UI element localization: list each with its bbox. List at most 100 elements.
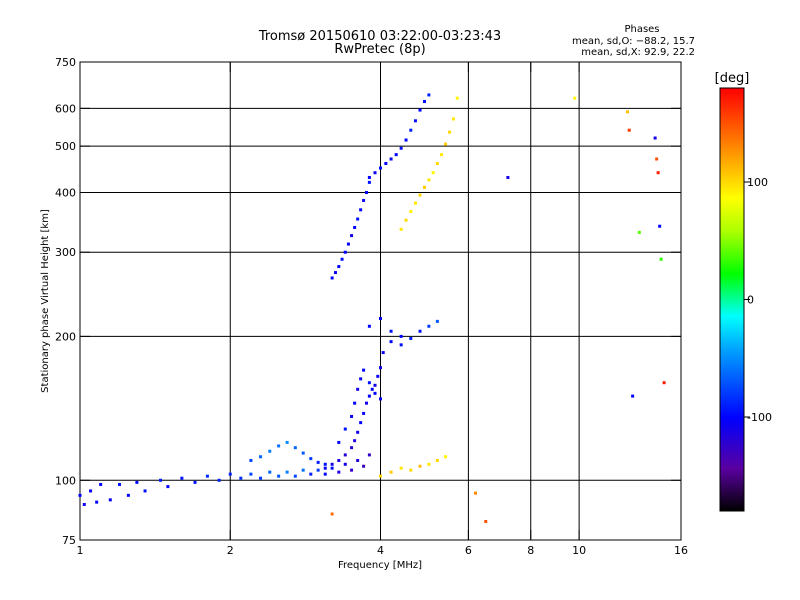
data-point bbox=[367, 394, 371, 398]
data-point bbox=[362, 368, 366, 372]
chart-subtitle: RwPretec (8p) bbox=[334, 42, 425, 57]
data-point bbox=[367, 453, 371, 457]
data-point bbox=[455, 96, 459, 100]
data-point bbox=[422, 185, 426, 189]
data-point bbox=[418, 329, 422, 333]
data-point bbox=[409, 336, 413, 340]
data-point bbox=[343, 427, 347, 431]
data-point bbox=[484, 519, 488, 523]
data-point bbox=[656, 171, 660, 175]
data-point bbox=[435, 161, 439, 165]
data-point bbox=[379, 366, 382, 370]
data-point bbox=[323, 462, 327, 466]
data-point bbox=[340, 257, 344, 261]
data-point bbox=[95, 500, 99, 504]
y-axis-label: Stationary phase Virtual Height [km] bbox=[40, 209, 51, 393]
y-tick-label: 75 bbox=[62, 534, 76, 547]
data-point bbox=[316, 468, 320, 472]
data-point bbox=[427, 324, 431, 328]
data-point bbox=[359, 377, 363, 381]
data-point bbox=[379, 316, 382, 320]
data-point bbox=[277, 444, 281, 448]
data-point bbox=[350, 468, 354, 472]
data-point bbox=[78, 493, 82, 497]
data-point bbox=[82, 502, 86, 506]
data-point bbox=[379, 397, 382, 401]
data-point bbox=[337, 458, 341, 462]
y-tick-label: 750 bbox=[55, 56, 76, 69]
grid-lines bbox=[80, 62, 681, 540]
data-point bbox=[658, 224, 662, 228]
colorbar-tick-label: 100 bbox=[747, 176, 768, 189]
data-point bbox=[362, 198, 366, 202]
data-point bbox=[367, 324, 371, 328]
data-point bbox=[228, 472, 232, 476]
data-point bbox=[389, 340, 393, 344]
data-point bbox=[259, 476, 263, 480]
data-point bbox=[409, 128, 413, 132]
data-point bbox=[384, 161, 388, 165]
data-point bbox=[126, 493, 130, 497]
data-point bbox=[379, 474, 382, 478]
data-point bbox=[356, 458, 360, 462]
data-point bbox=[404, 218, 408, 222]
data-point bbox=[381, 351, 385, 355]
data-point bbox=[373, 391, 377, 395]
data-point bbox=[404, 138, 408, 142]
x-tick-label: 2 bbox=[227, 544, 234, 557]
data-point bbox=[166, 485, 170, 489]
data-point bbox=[309, 457, 313, 461]
data-point bbox=[337, 470, 341, 474]
data-point bbox=[285, 440, 289, 444]
data-point bbox=[367, 381, 371, 385]
data-point bbox=[444, 455, 448, 459]
data-point bbox=[413, 201, 417, 205]
data-point bbox=[356, 430, 360, 434]
data-point bbox=[316, 460, 320, 464]
data-point bbox=[346, 242, 350, 246]
data-point bbox=[389, 470, 393, 474]
data-point bbox=[205, 474, 209, 478]
data-point bbox=[373, 171, 377, 175]
axis-ticks bbox=[79, 61, 682, 541]
data-point bbox=[427, 93, 431, 97]
data-point bbox=[362, 464, 366, 468]
data-point bbox=[293, 474, 297, 478]
data-point bbox=[356, 217, 360, 221]
data-point bbox=[394, 153, 398, 157]
colorbar-ticks: 100 0 -100 bbox=[744, 176, 772, 424]
data-point bbox=[631, 394, 635, 398]
data-point bbox=[301, 468, 305, 472]
data-point bbox=[108, 498, 112, 502]
data-point bbox=[379, 166, 382, 170]
data-point bbox=[409, 468, 413, 472]
data-point bbox=[362, 411, 366, 415]
data-point bbox=[367, 175, 371, 179]
data-point bbox=[353, 401, 357, 405]
data-point bbox=[448, 130, 452, 134]
data-point bbox=[399, 334, 403, 338]
data-point bbox=[350, 446, 354, 450]
data-point bbox=[365, 401, 369, 405]
data-point bbox=[343, 250, 347, 254]
data-point bbox=[451, 117, 455, 121]
data-point bbox=[323, 466, 327, 470]
data-point bbox=[427, 178, 431, 182]
phase-stats-o: mean, sd,O: −88.2, 15.7 bbox=[572, 36, 695, 47]
data-point bbox=[143, 489, 147, 493]
data-point bbox=[337, 265, 341, 269]
data-point bbox=[350, 234, 354, 238]
data-point bbox=[239, 476, 243, 480]
x-tick-label: 1 bbox=[77, 544, 84, 557]
data-point bbox=[399, 343, 403, 347]
data-point bbox=[653, 136, 657, 140]
data-point bbox=[356, 387, 360, 391]
chart-title: Tromsø 20150610 03:22:00-03:23:43 bbox=[258, 29, 501, 44]
data-point bbox=[353, 225, 357, 229]
data-point bbox=[359, 421, 363, 425]
data-point bbox=[249, 458, 253, 462]
data-point bbox=[573, 96, 577, 100]
data-point bbox=[662, 381, 666, 385]
data-point bbox=[418, 193, 422, 197]
